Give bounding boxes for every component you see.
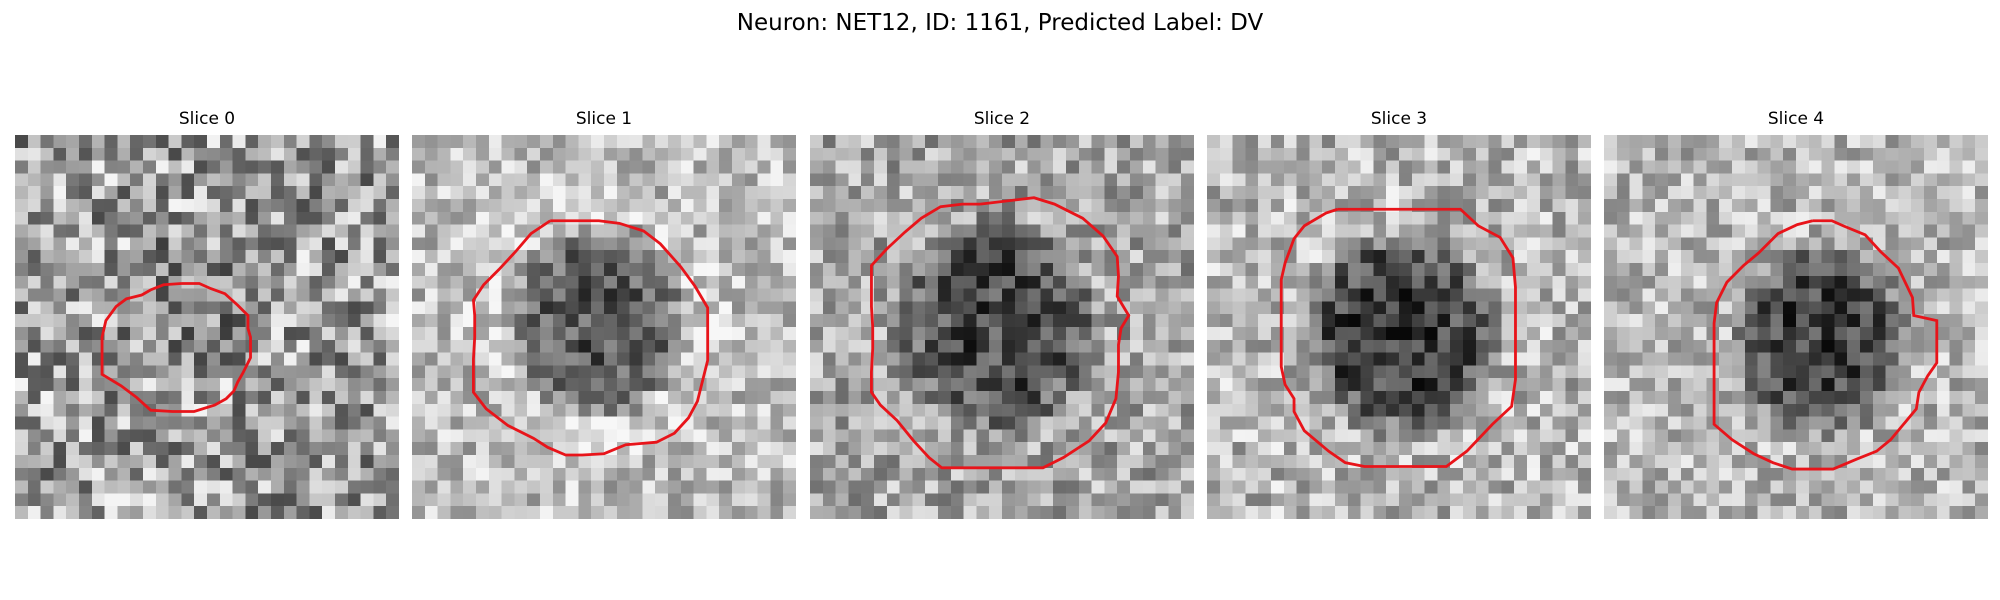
slice-title-2: Slice 2 — [973, 109, 1031, 129]
roi-outline-3 — [1279, 207, 1517, 468]
roi-outline-1 — [471, 219, 710, 457]
slice-title-3: Slice 3 — [1370, 109, 1428, 129]
slice-image-1 — [412, 135, 796, 519]
roi-outline-2 — [870, 196, 1131, 470]
slice-panel-3: Slice 3 — [1207, 108, 1591, 519]
roi-outline-0 — [100, 282, 252, 413]
slice-panel-4: Slice 4 — [1604, 108, 1988, 519]
slice-image-3 — [1207, 135, 1591, 519]
slice-image-2 — [810, 135, 1194, 519]
slice-panel-2: Slice 2 — [810, 108, 1194, 519]
slice-title-0: Slice 0 — [178, 109, 236, 129]
slice-image-4 — [1604, 135, 1988, 519]
figure-title: Neuron: NET12, ID: 1161, Predicted Label… — [736, 10, 1264, 36]
slice-image-0 — [15, 135, 399, 519]
slice-panel-1: Slice 1 — [412, 108, 796, 519]
slice-panel-0: Slice 0 — [15, 108, 399, 519]
slice-title-4: Slice 4 — [1767, 109, 1825, 129]
roi-outline-4 — [1712, 219, 1939, 471]
slice-title-1: Slice 1 — [575, 109, 633, 129]
